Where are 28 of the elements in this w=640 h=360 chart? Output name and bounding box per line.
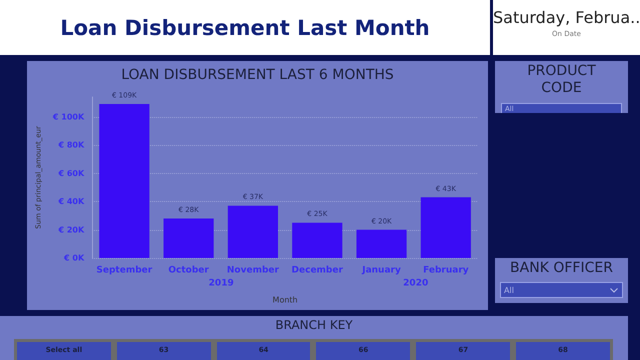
x-tick-label: September (96, 266, 153, 276)
bar (356, 230, 407, 258)
text: All (500, 282, 623, 298)
x-tick-label: February (423, 266, 469, 276)
x-tick-label: December (292, 266, 344, 276)
bar (420, 197, 471, 258)
y-tick-label: € 80K (57, 140, 85, 150)
text: PRODUCT CODE (526, 63, 597, 97)
x-axis-title: Month (272, 296, 298, 304)
x-tick-label: October (168, 266, 210, 276)
y-tick-label: € 100K (52, 112, 85, 122)
y-tick-label: € 60K (57, 168, 85, 178)
text: 2020 (403, 278, 428, 288)
y-tick-label: € 0K (63, 254, 85, 262)
x-tick-label: November (226, 266, 280, 276)
text: Loan Disbursement Last Month (60, 16, 430, 40)
chart-title: LOAN DISBURSEMENT LAST 6 MONTHS (121, 67, 394, 83)
text: BRANCH KEY (274, 318, 354, 332)
y-tick-label: € 20K (57, 225, 85, 234)
bar (292, 222, 342, 258)
x-tick-label: January (361, 266, 401, 276)
text: 2019 (208, 278, 234, 288)
text: BANK OFFICER (509, 260, 614, 276)
bar (228, 206, 278, 258)
text: Saturday, Februa... (493, 8, 640, 27)
y-tick-label: € 40K (57, 197, 85, 206)
bar (164, 218, 214, 258)
bar (99, 104, 150, 258)
